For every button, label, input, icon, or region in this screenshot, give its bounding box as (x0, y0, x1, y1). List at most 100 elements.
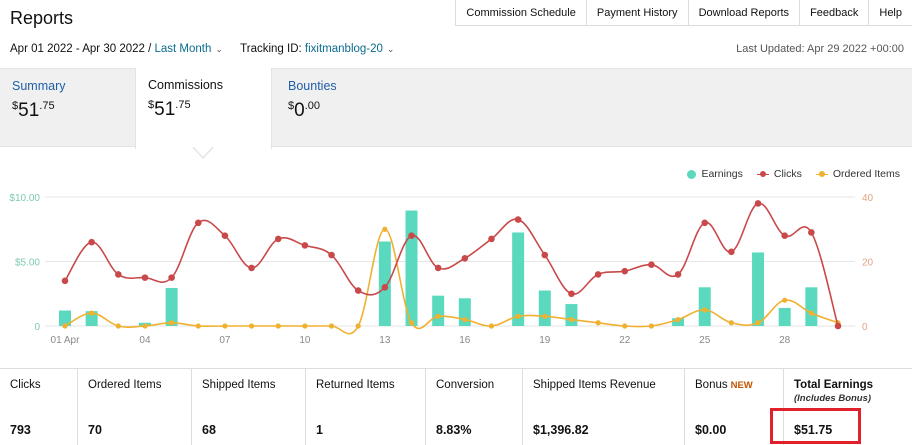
legend-earnings[interactable]: Earnings (687, 168, 743, 180)
chart-legend: Earnings Clicks Ordered Items (687, 168, 900, 180)
earnings-bar (432, 295, 445, 326)
date-range: Apr 01 2022 - Apr 30 2022 / (10, 43, 152, 55)
last-updated: Last Updated: Apr 29 2022 +00:00 (736, 43, 904, 55)
tab-summary[interactable]: Summary $51.75 (0, 69, 135, 148)
stat-shipped-items-value: 68 (202, 423, 216, 437)
ordered-items-point (462, 316, 468, 323)
clicks-point (221, 232, 229, 239)
ordered-items-point (755, 320, 761, 326)
y-right-tick-label: 20 (862, 258, 874, 269)
clicks-point (541, 251, 549, 259)
legend-clicks[interactable]: Clicks (756, 168, 802, 180)
clicks-point (434, 264, 442, 272)
download-reports-button[interactable]: Download Reports (687, 0, 800, 25)
x-tick-label: 07 (219, 335, 231, 346)
clicks-point (701, 219, 709, 227)
x-tick-label: 04 (139, 335, 151, 346)
clicks-swatch-icon (756, 170, 769, 179)
ordered-items-point (568, 316, 575, 323)
new-badge: NEW (730, 380, 753, 391)
ordered-items-point (248, 323, 255, 329)
earnings-chart: 0 0 $5.00 20 $10.00 40 01 Apr 04 07 10 13 16 19 22 25 2… (9, 193, 874, 346)
earnings-swatch-icon (687, 169, 697, 179)
clicks-point (781, 232, 788, 239)
tab-bounties-value: $0.00 (288, 100, 320, 121)
x-tick-label: 19 (539, 335, 551, 346)
tab-commissions[interactable]: Commissions $51.75 (135, 68, 272, 149)
chevron-down-icon[interactable]: ⌄ (386, 44, 395, 54)
ordered-items-point (275, 323, 281, 329)
clicks-point (88, 238, 95, 246)
clicks-point (594, 271, 602, 278)
x-tick-label: 28 (779, 335, 791, 346)
ordered-items-swatch-icon (815, 170, 828, 179)
ordered-items-point (115, 323, 121, 329)
x-tick-label: 22 (619, 335, 631, 346)
clicks-point (408, 232, 415, 239)
ordered-items-point (702, 307, 708, 313)
ordered-items-point (595, 320, 601, 326)
tracking-label: Tracking ID: (240, 43, 302, 55)
ordered-items-point (622, 323, 628, 329)
tab-commissions-label: Commissions (148, 78, 224, 92)
feedback-button[interactable]: Feedback (799, 0, 869, 25)
report-tabs: Summary $51.75 Commissions $51.75 Bounti… (0, 68, 912, 149)
x-tick-label: 25 (699, 335, 711, 346)
help-button[interactable]: Help (868, 0, 912, 25)
clicks-point (141, 274, 149, 281)
y-right-tick-label: 40 (862, 193, 874, 204)
clicks-point (274, 235, 282, 243)
stat-total-earnings-value: $51.75 (794, 423, 833, 437)
tracking-id-dropdown[interactable]: fixitmanblog-20 (304, 43, 383, 55)
clicks-point (568, 290, 575, 298)
ordered-items-point (355, 323, 361, 329)
ordered-items-point (169, 320, 175, 326)
ordered-items-point (302, 323, 308, 329)
x-tick-label: 13 (379, 335, 391, 346)
clicks-point (328, 251, 335, 259)
ordered-items-point (408, 320, 415, 326)
total-earnings-highlight (770, 408, 861, 444)
stat-shipped-items-revenue: Shipped Items Revenue $1,396.82 (523, 369, 685, 445)
tab-summary-label: Summary (12, 79, 66, 93)
tab-bounties-label: Bounties (288, 79, 337, 93)
ordered-items-point (728, 320, 734, 326)
clicks-point (354, 287, 362, 294)
x-tick-label: 01 Apr (51, 335, 81, 346)
earnings-bar (405, 210, 418, 326)
ordered-items-point (648, 323, 655, 329)
tab-bounties[interactable]: Bounties $0.00 (276, 69, 406, 148)
y-right-tick-label: 0 (862, 322, 868, 333)
period-dropdown[interactable]: Last Month (154, 43, 212, 55)
commission-schedule-button[interactable]: Commission Schedule (455, 0, 586, 25)
earnings-bar (165, 287, 178, 326)
tab-commissions-value: $51.75 (148, 99, 191, 120)
x-tick-label: 16 (459, 335, 471, 346)
clicks-point (754, 200, 762, 207)
ordered-items-point (195, 323, 201, 329)
earnings-bar (698, 287, 711, 326)
ordered-items-point (782, 297, 788, 303)
clicks-point (488, 235, 495, 243)
stat-clicks-value: 793 (10, 423, 31, 437)
stat-ordered-items: Ordered Items 70 (78, 369, 192, 445)
earnings-bar (805, 287, 818, 326)
report-filters: Apr 01 2022 - Apr 30 2022 / Last Month ⌄ … (10, 43, 394, 55)
earnings-bar (378, 241, 391, 326)
earnings-bar (538, 290, 551, 326)
ordered-items-point (62, 323, 68, 329)
earnings-bar (512, 232, 525, 326)
stat-revenue-value: $1,396.82 (533, 423, 589, 437)
clicks-point (194, 219, 202, 227)
ordered-items-point (382, 226, 388, 232)
ordered-items-point (142, 323, 148, 329)
stats-bar: Clicks 793 Ordered Items 70 Shipped Item… (0, 368, 912, 445)
x-tick-label: 10 (299, 335, 311, 346)
payment-history-button[interactable]: Payment History (585, 0, 688, 25)
legend-ordered-items[interactable]: Ordered Items (815, 168, 900, 180)
chevron-down-icon[interactable]: ⌄ (215, 44, 223, 54)
clicks-point (648, 261, 655, 269)
stat-ordered-items-value: 70 (88, 423, 102, 437)
clicks-line (64, 202, 839, 327)
earnings-bar (778, 307, 791, 326)
